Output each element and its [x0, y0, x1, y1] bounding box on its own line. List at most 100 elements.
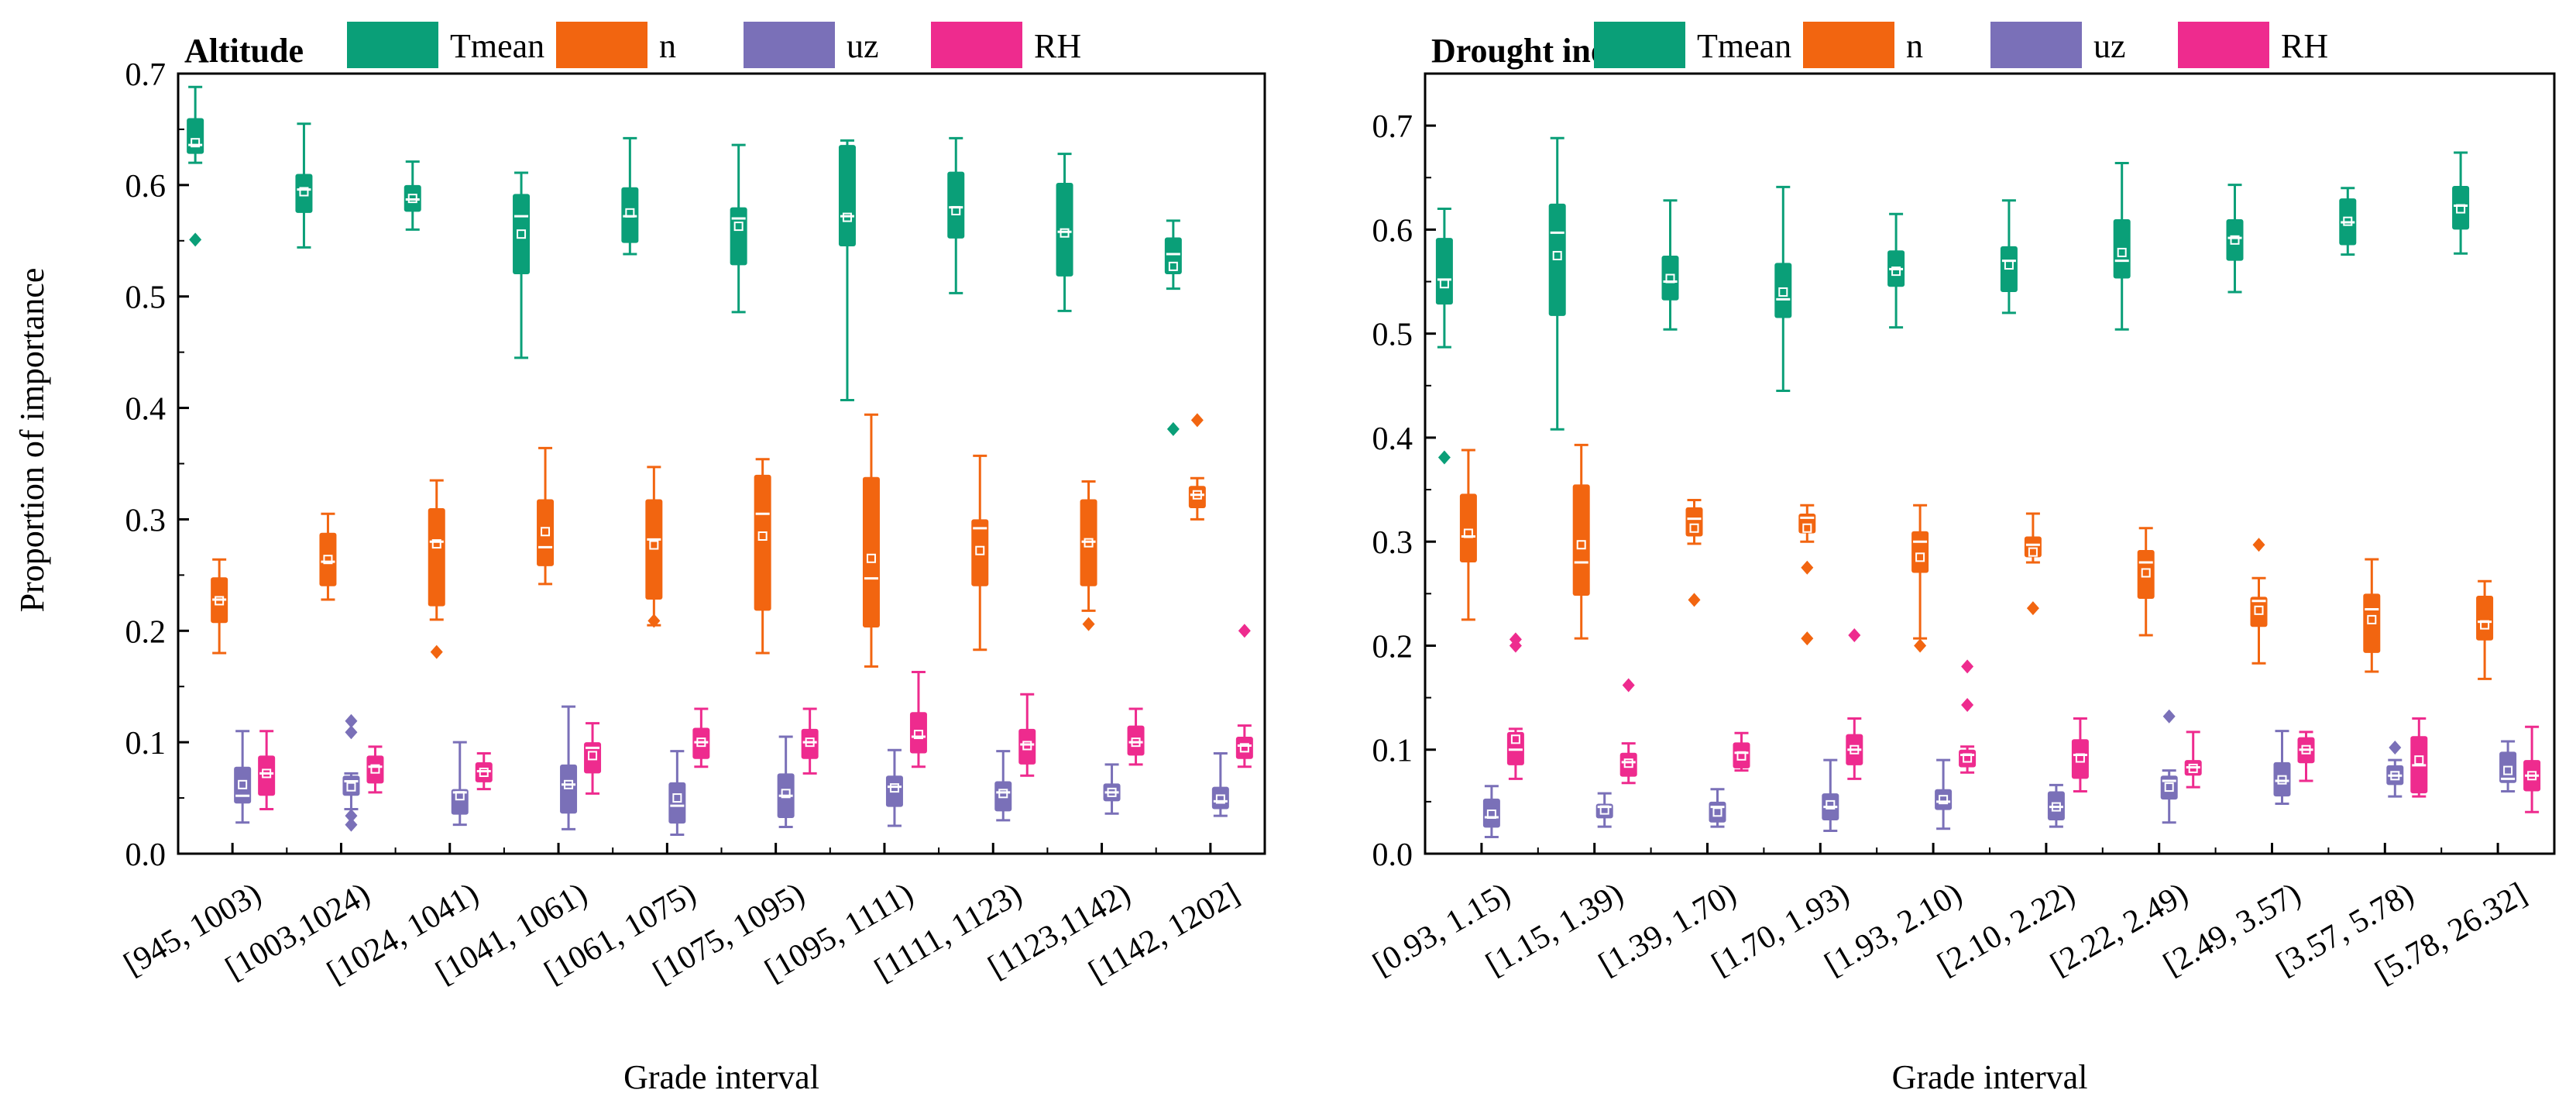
box-mean — [2141, 568, 2151, 578]
box-rh — [475, 752, 493, 791]
box-mean — [1552, 250, 1562, 260]
box-rh — [1846, 628, 1863, 780]
box-body — [947, 171, 965, 239]
box-tmean — [187, 85, 204, 247]
y-tick-label: 0.2 — [125, 614, 167, 650]
box-mean — [2414, 755, 2424, 765]
box-outlier — [1166, 421, 1180, 436]
box-rh — [801, 707, 819, 775]
box-n — [971, 454, 989, 651]
box-mean — [1192, 490, 1202, 500]
box-mean — [323, 555, 333, 565]
box-mean — [1826, 799, 1836, 810]
box-n — [2024, 512, 2042, 616]
box-rh — [584, 722, 602, 795]
box-mean — [1623, 758, 1633, 768]
box-uz — [234, 730, 252, 824]
box-body — [1935, 789, 1953, 810]
box-uz — [1709, 788, 1726, 828]
box-body — [2226, 218, 2244, 261]
y-tick-label: 0.2 — [1372, 629, 1413, 665]
y-tick-label: 0.5 — [125, 280, 167, 316]
box-outlier — [430, 645, 443, 659]
legend-label-uz: uz — [2093, 27, 2126, 65]
box-rh — [2410, 717, 2428, 798]
box-body — [1959, 749, 1977, 768]
box-body — [1774, 263, 1792, 318]
box-uz — [1595, 792, 1613, 828]
box-mean — [1439, 279, 1449, 289]
legend-label-tmean: Tmean — [450, 27, 544, 65]
box-mean — [191, 138, 201, 148]
box-outlier — [2389, 741, 2402, 755]
box-mean — [1060, 228, 1070, 238]
box-outlier — [1238, 624, 1251, 638]
y-tick-label: 0.3 — [1372, 525, 1413, 561]
box-mean — [1168, 261, 1178, 271]
box-tmean — [2226, 184, 2244, 294]
box-mean — [672, 793, 682, 803]
legend-label-rh: RH — [1034, 27, 1081, 65]
box-outlier — [1437, 450, 1451, 465]
box-body — [234, 766, 252, 804]
box-body — [1619, 752, 1637, 777]
box-outlier — [345, 725, 358, 740]
box-mean — [1486, 809, 1496, 819]
box-mean — [1215, 794, 1225, 804]
box-mean — [299, 187, 309, 197]
box-outlier — [345, 817, 358, 832]
box-mean — [564, 779, 574, 789]
box-body — [838, 145, 856, 246]
legend-label-n: n — [1906, 27, 1923, 65]
box-mean — [346, 782, 356, 792]
box-rh — [1506, 632, 1524, 780]
box-mean — [238, 779, 248, 789]
box-mean — [1963, 753, 1973, 763]
box-outlier — [2252, 538, 2265, 552]
box-body — [2273, 761, 2291, 797]
box-rh — [1235, 624, 1253, 768]
box-outlier — [647, 614, 661, 628]
box-body — [909, 712, 927, 754]
box-n — [1188, 413, 1206, 521]
box-uz — [560, 705, 578, 830]
box-mean — [479, 767, 489, 777]
box-mean — [455, 791, 465, 801]
box-body — [1127, 725, 1145, 756]
box-mean — [541, 527, 551, 537]
box-outlier — [345, 713, 358, 728]
box-body — [801, 728, 819, 759]
box-outlier — [1801, 631, 1814, 646]
x-axis-label: Grade interval — [1892, 1058, 2088, 1096]
y-tick-label: 0.1 — [125, 726, 167, 761]
box-mean — [781, 789, 791, 799]
box-n — [2250, 538, 2268, 665]
box-body — [730, 207, 747, 266]
box-body — [295, 174, 313, 213]
box-outlier — [1688, 593, 1701, 607]
legend-swatch-rh — [2178, 22, 2269, 68]
box-mean — [2277, 775, 2287, 785]
y-tick-label: 0.1 — [1372, 734, 1413, 769]
box-mean — [2456, 204, 2466, 214]
box-n — [2137, 527, 2155, 637]
box-mean — [215, 596, 225, 606]
y-tick-label: 0.5 — [1372, 318, 1413, 353]
box-mean — [1712, 807, 1722, 817]
box-mean — [1736, 751, 1747, 761]
box-body — [2024, 536, 2042, 558]
box-mean — [1022, 741, 1032, 751]
box-mean — [1665, 273, 1675, 284]
box-mean — [2051, 802, 2061, 812]
box-body — [2071, 739, 2089, 779]
box-body — [971, 519, 989, 586]
box-mean — [1131, 737, 1141, 748]
box-mean — [1239, 743, 1249, 753]
box-body — [1459, 493, 1477, 563]
box-rh — [2297, 731, 2315, 782]
box-body — [862, 476, 880, 627]
box-body — [1798, 513, 1816, 534]
box-tmean — [295, 122, 313, 249]
box-outlier — [1914, 638, 1927, 653]
box-n — [319, 512, 337, 601]
